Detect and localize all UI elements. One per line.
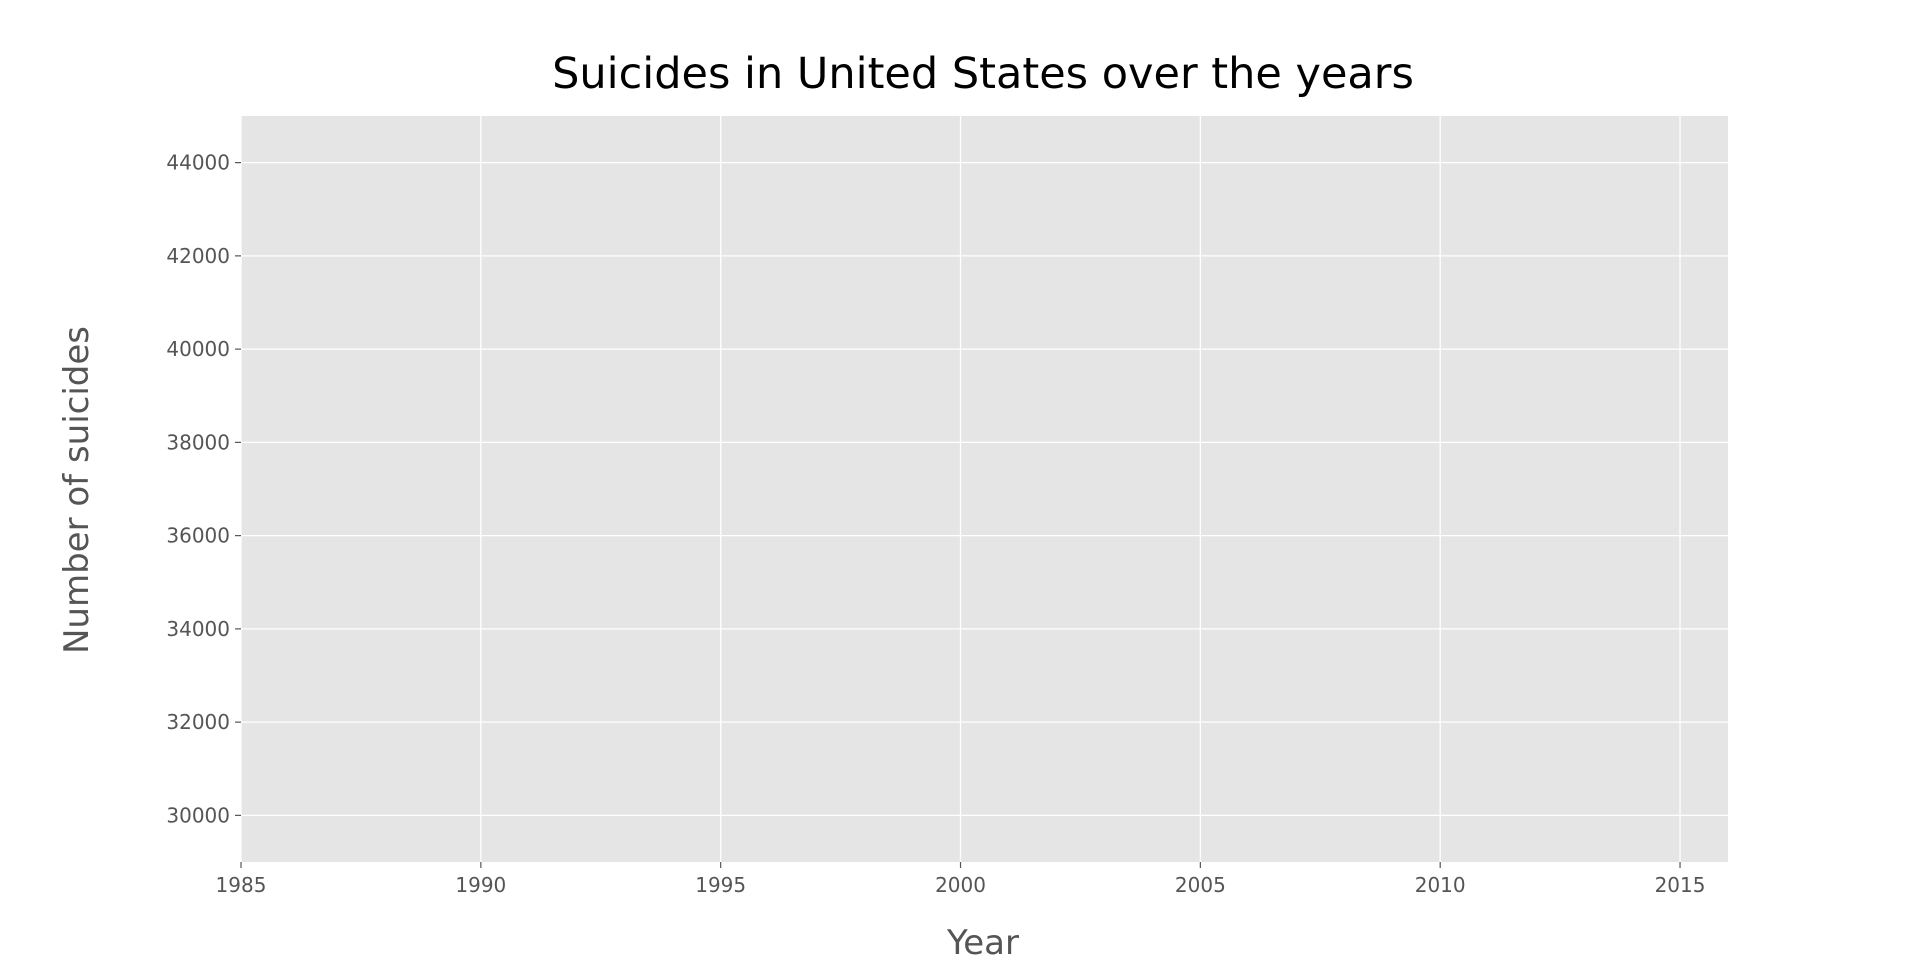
x-tick-label: 2000 — [935, 873, 986, 897]
y-axis-label: Number of suicides — [57, 326, 97, 654]
y-tick-label: 30000 — [166, 803, 230, 827]
x-tick-label: 2005 — [1175, 873, 1226, 897]
x-tick-label: 1985 — [216, 873, 267, 897]
y-tick-label: 34000 — [166, 617, 230, 641]
x-tick-label: 2015 — [1655, 873, 1706, 897]
x-tick-label: 1990 — [455, 873, 506, 897]
plot-area — [241, 116, 1728, 862]
chart-title: Suicides in United States over the years — [552, 49, 1414, 99]
y-tick-label: 40000 — [166, 337, 230, 361]
y-tick-label: 44000 — [166, 151, 230, 175]
y-tick-label: 38000 — [166, 430, 230, 454]
y-tick-label: 36000 — [166, 524, 230, 548]
x-tick-label: 1995 — [695, 873, 746, 897]
x-axis-label: Year — [946, 923, 1019, 963]
y-tick-label: 42000 — [166, 244, 230, 268]
y-axis-ticks: 30000 32000 34000 36000 38000 40000 42000 44000 — [166, 151, 241, 827]
x-tick-label: 2010 — [1415, 873, 1466, 897]
grid-lines — [240, 116, 1728, 862]
x-axis-ticks: 1985 1990 1995 2000 2005 2010 2015 — [216, 862, 1706, 897]
y-tick-label: 32000 — [166, 710, 230, 734]
